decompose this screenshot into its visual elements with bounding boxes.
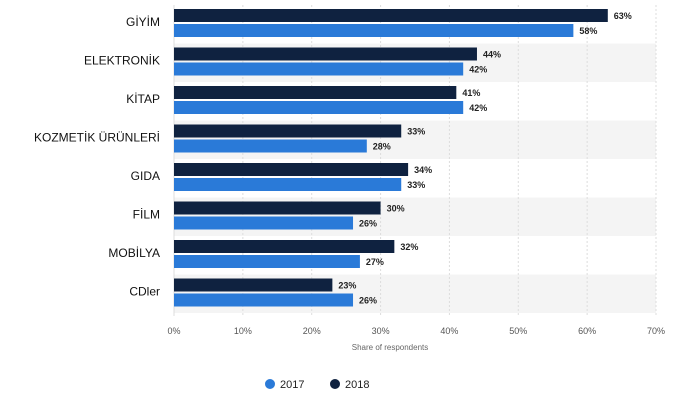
bar-2017 [174, 101, 464, 114]
x-tick-label: 60% [578, 326, 596, 336]
x-tick-label: 20% [303, 326, 321, 336]
data-label-2017: 28% [373, 142, 391, 152]
bar-2018 [174, 86, 457, 99]
bar-2018 [174, 124, 402, 138]
bar-2017 [174, 255, 360, 268]
bar-2017 [174, 139, 367, 153]
data-label-2018: 41% [462, 88, 480, 98]
data-label-2017: 26% [359, 296, 377, 306]
data-label-2017: 27% [366, 257, 384, 267]
category-label: GİYİM [126, 15, 160, 29]
bar-2017 [174, 24, 574, 37]
category-label: ELEKTRONİK [84, 54, 160, 68]
data-label-2018: 63% [614, 11, 632, 21]
data-label-2018: 34% [414, 165, 432, 175]
data-label-2017: 58% [579, 26, 597, 36]
bar-2018 [174, 240, 395, 253]
bar-2017 [174, 178, 402, 191]
x-tick-label: 10% [234, 326, 252, 336]
bar-2018 [174, 278, 333, 292]
x-tick-label: 50% [509, 326, 527, 336]
data-label-2017: 33% [407, 180, 425, 190]
legend-label: 2017 [280, 379, 304, 391]
bar-2018 [174, 47, 477, 61]
bar-2018 [174, 201, 381, 215]
bar-2017 [174, 216, 354, 230]
bar-2017 [174, 293, 354, 307]
data-label-2017: 42% [469, 65, 487, 75]
legend-marker [330, 379, 340, 389]
x-axis-title: Share of respondents [352, 343, 429, 352]
x-tick-label: 70% [647, 326, 665, 336]
data-label-2018: 44% [483, 50, 501, 60]
bar-2017 [174, 62, 464, 76]
category-label: GIDA [131, 169, 160, 183]
category-label: FİLM [133, 208, 160, 222]
data-label-2018: 33% [407, 127, 425, 137]
category-label: KİTAP [126, 92, 160, 106]
category-label: MOBİLYA [108, 246, 160, 260]
bar-2018 [174, 9, 608, 22]
category-label: CDler [129, 285, 160, 299]
data-label-2017: 42% [469, 103, 487, 113]
legend-label: 2018 [345, 379, 369, 391]
x-tick-label: 0% [167, 326, 180, 336]
category-label: KOZMETİK ÜRÜNLERİ [34, 131, 160, 145]
data-label-2018: 23% [338, 281, 356, 291]
data-label-2018: 32% [400, 242, 418, 252]
bar-2018 [174, 163, 409, 176]
data-label-2017: 26% [359, 219, 377, 229]
x-tick-label: 40% [440, 326, 458, 336]
data-label-2018: 30% [387, 204, 405, 214]
legend-marker [265, 379, 275, 389]
x-tick-label: 30% [372, 326, 390, 336]
